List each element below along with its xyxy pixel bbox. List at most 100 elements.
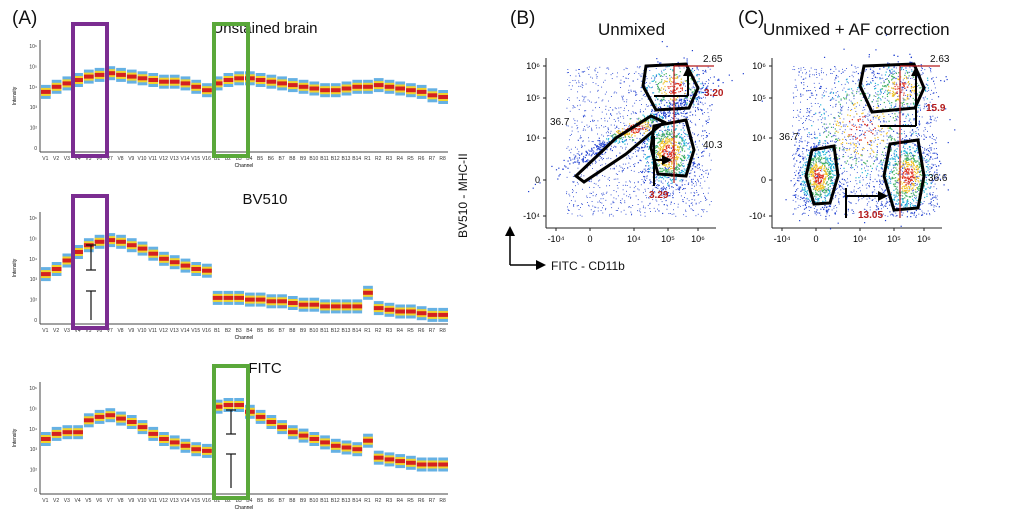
scatter-point [658,151,660,153]
spectrum-band-core [180,263,191,268]
scatter-point [669,106,671,108]
scatter-point [915,205,917,207]
scatter-point [642,135,644,136]
scatter-point [684,157,686,159]
scatter-point [694,166,696,168]
scatter-point [574,174,576,176]
scatter-point [875,169,877,171]
scatter-point [672,170,674,172]
scatter-point [808,115,810,117]
scatter-point [821,168,823,170]
scatter-point [866,209,868,211]
scatter-point [601,111,603,113]
scatter-point [930,93,932,95]
scatter-point [892,70,894,72]
scatter-point [598,159,600,161]
scatter-point [882,189,883,191]
scatter-point [812,178,814,180]
scatter-point [572,158,574,160]
x-tick-label: R4 [396,498,403,504]
scatter-point [603,141,606,143]
scatter-point [592,120,594,122]
scatter-point [910,91,912,93]
scatter-point [583,175,585,177]
scatter-point [676,76,678,78]
scatter-point [647,127,649,129]
scatter-point [660,177,663,179]
scatter-point [655,199,657,201]
scatter-point [819,160,821,162]
scatter-point [574,107,576,108]
scatter-point [932,158,934,160]
scatter-point [569,171,571,173]
scatter-point [572,176,574,177]
spectrum-band-core [277,299,287,304]
scatter-point [902,212,904,214]
scatter-point [669,119,672,121]
scatter-point [606,135,608,137]
scatter-point [686,60,688,62]
scatter-point [911,130,913,132]
scatter-point [675,117,677,119]
scatter-point [695,107,696,108]
scatter-point [694,175,696,177]
x-tick-label: B1 [214,156,220,162]
scatter-point [884,215,886,217]
scatter-point [853,116,855,118]
scatter-point [918,170,920,172]
scatter-point [639,111,642,113]
scatter-point [915,135,917,137]
scatter-point [580,153,583,155]
scatter-point [665,165,667,167]
scatter-point [671,151,673,153]
scatter-point [665,133,667,135]
x-tick-label: R2 [375,156,382,162]
scatter-point [607,128,609,130]
scatter-point [642,128,644,131]
scatter-point [798,71,800,73]
scatter-point [613,124,615,126]
scatter-point [813,82,815,84]
scatter-point [842,146,844,148]
scatter-point [671,92,673,94]
spectrum-band-core [191,447,202,452]
scatter-point [683,160,685,161]
scatter-point [832,126,834,128]
scatter-point [686,102,688,104]
scatter-point [676,169,678,171]
x-tick-label: V6 [96,328,102,334]
scatter-point [819,189,821,191]
scatter-point [608,109,610,111]
scatter-point [671,150,674,152]
scatter-point [617,131,619,134]
scatter-point [708,118,710,120]
scatter-point [827,150,829,152]
scatter-point [689,97,692,99]
scatter-point [567,208,569,210]
spectrum-band-core [41,89,51,94]
scatter-point [795,141,797,143]
scatter-point [652,190,653,192]
scatter-point [578,209,580,211]
scatter-point [635,185,637,187]
scatter-point [675,215,677,217]
scatter-point [816,173,818,175]
scatter-point [668,184,670,186]
scatter-point [891,136,893,138]
scatter-point [698,91,700,93]
scatter-point [835,204,836,206]
scatter-point [651,122,653,124]
scatter-point [820,180,821,182]
scatter-point [842,68,843,70]
scatter-point [616,76,618,78]
y-tick-label: 10⁶ [526,61,540,71]
scatter-point [681,82,683,84]
scatter-point [705,172,707,174]
scatter-point [792,116,794,118]
scatter-point [921,203,923,205]
scatter-point [823,150,825,153]
scatter-point [593,186,595,188]
scatter-point [691,92,693,94]
scatter-point [640,86,642,89]
scatter-point [806,111,808,113]
